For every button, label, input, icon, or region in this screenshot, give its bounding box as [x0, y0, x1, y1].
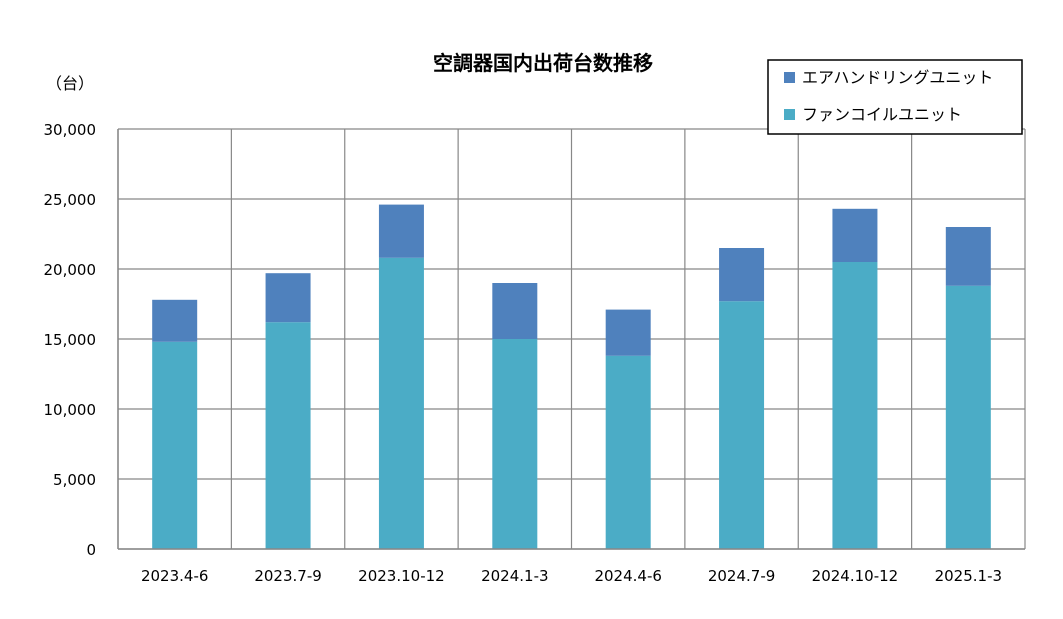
y-tick-label: 20,000 [44, 261, 97, 279]
y-tick-label: 0 [86, 541, 96, 559]
x-tick-label: 2024.7-9 [708, 567, 775, 585]
legend-box [767, 59, 1023, 135]
x-tick-label: 2024.4-6 [594, 567, 661, 585]
bar-fan-coil-unit [719, 301, 765, 549]
bars [152, 204, 991, 549]
bar-air-handling-unit [719, 248, 765, 302]
bar-air-handling-unit [378, 204, 424, 258]
chart-title: 空調器国内出荷台数推移 [433, 51, 653, 75]
axes [117, 129, 1025, 550]
x-tick-label: 2025.1-3 [935, 567, 1002, 585]
bar-air-handling-unit [605, 309, 651, 356]
x-tick-label: 2023.4-6 [141, 567, 208, 585]
bar-air-handling-unit [492, 283, 538, 339]
legend-swatch [784, 72, 795, 83]
gridlines [117, 128, 1026, 550]
y-tick-label: 10,000 [44, 401, 97, 419]
legend-label: ファンコイルユニット [802, 105, 962, 124]
bar-fan-coil-unit [945, 285, 991, 549]
y-tick-label: 25,000 [44, 191, 97, 209]
tick-labels: 0 5,000 10,000 15,000 20,000 25,000 30,000 2023… [44, 121, 1003, 585]
bar-fan-coil-unit [265, 322, 311, 549]
y-tick-label: 15,000 [44, 331, 97, 349]
bar-air-handling-unit [832, 208, 878, 262]
bar-fan-coil-unit [378, 257, 424, 549]
x-tick-label: 2023.7-9 [254, 567, 321, 585]
bar-fan-coil-unit [152, 341, 198, 549]
x-tick-label: 2024.1-3 [481, 567, 548, 585]
x-tick-label: 2023.10-12 [358, 567, 445, 585]
y-unit-label: （台） [46, 74, 94, 93]
bar-air-handling-unit [265, 273, 311, 323]
x-tick-label: 2024.10-12 [812, 567, 899, 585]
legend-label: エアハンドリングユニット [802, 68, 993, 87]
bar-air-handling-unit [945, 227, 991, 286]
bar-fan-coil-unit [832, 262, 878, 549]
y-tick-label: 5,000 [53, 471, 96, 489]
bar-air-handling-unit [152, 299, 198, 342]
bar-fan-coil-unit [605, 355, 651, 549]
legend-swatch [784, 109, 795, 120]
y-tick-label: 30,000 [44, 121, 97, 139]
bar-fan-coil-unit [492, 339, 538, 549]
